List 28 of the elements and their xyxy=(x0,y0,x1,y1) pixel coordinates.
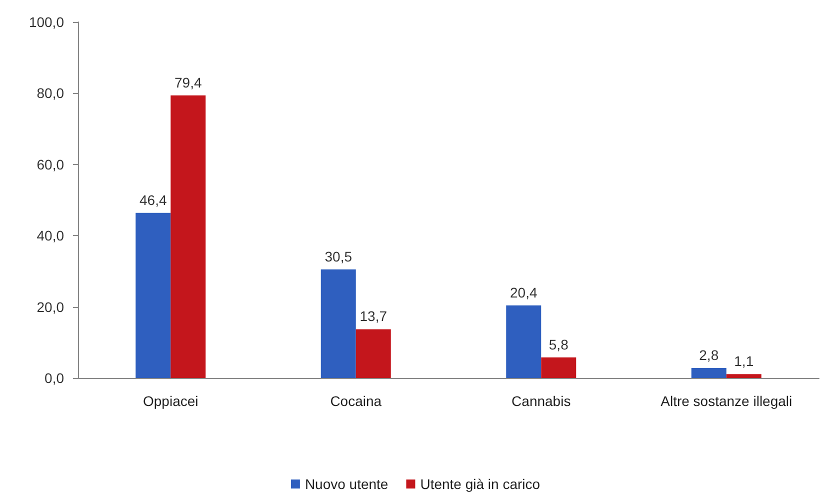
data-label: 2,8 xyxy=(699,347,719,364)
y-tick-label: 40,0 xyxy=(36,228,64,244)
y-tick-label: 0,0 xyxy=(44,370,64,386)
bar xyxy=(170,95,206,378)
data-label: 30,5 xyxy=(324,248,352,264)
data-label: 5,8 xyxy=(548,336,569,352)
bar xyxy=(136,212,171,378)
y-tick-label: 20,0 xyxy=(36,298,64,315)
legend-label: Nuovo utente xyxy=(304,476,388,492)
x-tick-label: Altre sostanze illegali xyxy=(660,393,792,409)
x-tick-label: Cannabis xyxy=(512,393,571,409)
data-label: 79,4 xyxy=(174,74,202,90)
y-tick-label: 80,0 xyxy=(36,85,64,102)
x-tick-label: Cocaina xyxy=(330,393,382,409)
bar xyxy=(320,269,356,378)
bar xyxy=(691,368,726,378)
bar xyxy=(506,305,542,378)
data-label: 1,1 xyxy=(734,353,754,370)
data-label: 20,4 xyxy=(510,284,538,300)
bar xyxy=(726,374,762,378)
x-tick-label: Oppiacei xyxy=(142,393,198,409)
bar xyxy=(356,329,391,378)
data-label: 13,7 xyxy=(360,308,388,324)
y-tick-label: 60,0 xyxy=(36,156,64,172)
bar xyxy=(541,357,576,378)
legend-label: Utente già in carico xyxy=(420,476,540,492)
data-label: 46,4 xyxy=(140,192,167,208)
y-tick-label: 100,0 xyxy=(28,14,64,30)
